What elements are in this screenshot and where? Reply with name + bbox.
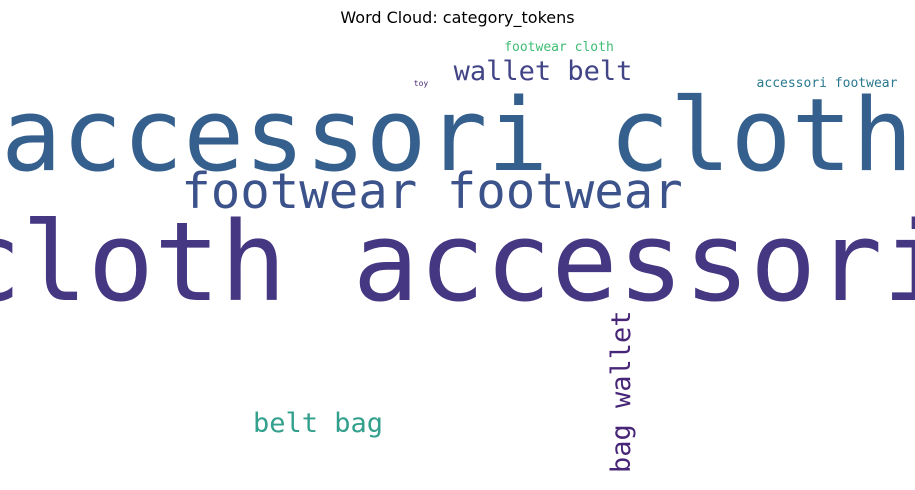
- word-toy: toy: [414, 79, 429, 88]
- word-footwear-footwear: footwear footwear: [181, 163, 683, 220]
- word-bag-wallet: bag wallet: [606, 310, 637, 473]
- word-belt-bag: belt bag: [253, 408, 383, 439]
- word-cloth-accessori: cloth accessori: [0, 198, 915, 326]
- chart-title: Word Cloud: category_tokens: [340, 8, 575, 27]
- word-footwear-cloth: footwear cloth: [504, 40, 614, 55]
- word-accessori-footwear: accessori footwear: [757, 76, 898, 91]
- word-accessori-cloth: accessori cloth: [1, 76, 913, 194]
- word-wallet-belt: wallet belt: [454, 56, 633, 87]
